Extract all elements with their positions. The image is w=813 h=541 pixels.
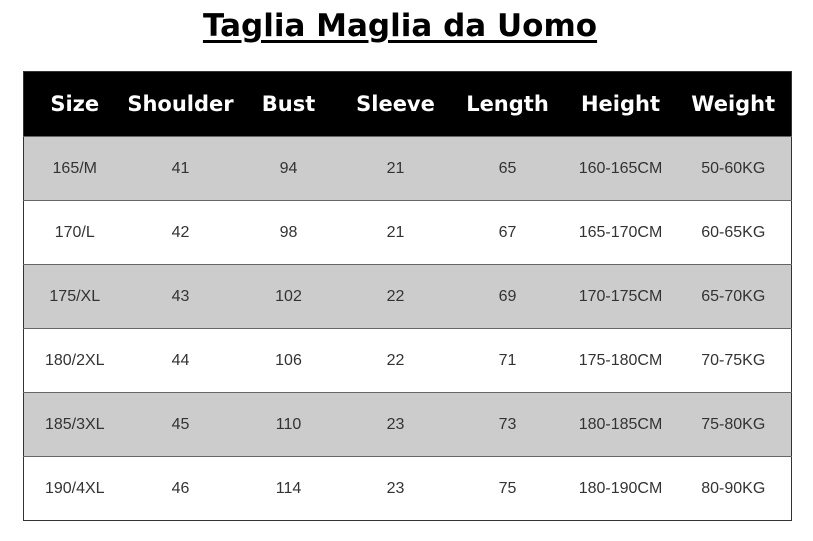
table-cell: 41 [125,136,236,201]
table-cell: 160-165CM [565,136,676,201]
table-cell: 43 [125,264,236,329]
table-cell: 67 [449,200,566,265]
table-cell: 94 [235,136,342,201]
column-header: Height [565,71,676,137]
table-cell: 170/L [23,200,126,265]
table-cell: 175/XL [23,264,126,329]
table-cell: 175-180CM [565,328,676,393]
table-cell: 21 [341,200,450,265]
table-cell: 73 [449,392,566,457]
table-cell: 65-70KG [675,264,792,329]
table-cell: 42 [125,200,236,265]
table-cell: 23 [341,456,450,521]
table-cell: 80-90KG [675,456,792,521]
column-header: Length [449,71,566,137]
table-row: 190/4XL 46 114 23 75 180-190CM 80-90KG [23,456,792,521]
table-cell: 185/3XL [23,392,126,457]
table-cell: 45 [125,392,236,457]
table-cell: 22 [341,328,450,393]
table-cell: 23 [341,392,450,457]
table-cell: 65 [449,136,566,201]
table-cell: 114 [235,456,342,521]
table-row: 185/3XL 45 110 23 73 180-185CM 75-80KG [23,392,792,457]
table-row: 180/2XL 44 106 22 71 175-180CM 70-75KG [23,328,792,393]
table-cell: 165/M [23,136,126,201]
header-row: Size Shoulder Bust Sleeve Length Height Weight [23,71,792,137]
column-header: Size [23,71,126,137]
table-cell: 50-60KG [675,136,792,201]
column-header: Weight [675,71,792,137]
table-cell: 22 [341,264,450,329]
table-cell: 98 [235,200,342,265]
table-cell: 71 [449,328,566,393]
column-header: Sleeve [341,71,450,137]
table-row: 170/L 42 98 21 67 165-170CM 60-65KG [23,200,792,265]
table-cell: 165-170CM [565,200,676,265]
table-cell: 106 [235,328,342,393]
column-header: Shoulder [125,71,236,137]
column-header: Bust [235,71,342,137]
table-cell: 75-80KG [675,392,792,457]
table-cell: 110 [235,392,342,457]
table-row: 165/M 41 94 21 65 160-165CM 50-60KG [23,136,792,201]
title-text: Taglia Maglia da Uomo [202,8,598,44]
table-cell: 75 [449,456,566,521]
table-cell: 102 [235,264,342,329]
table-cell: 170-175CM [565,264,676,329]
table-cell: 44 [125,328,236,393]
table-cell: 21 [341,136,450,201]
table-cell: 70-75KG [675,328,792,393]
table-cell: 190/4XL [23,456,126,521]
table-cell: 69 [449,264,566,329]
table-cell: 180/2XL [23,328,126,393]
table-cell: 180-185CM [565,392,676,457]
size-table: Size Shoulder Bust Sleeve Length Height Weight… [23,71,792,521]
page-title: Taglia Maglia da Uomo [0,8,800,44]
table-cell: 60-65KG [675,200,792,265]
table-cell: 46 [125,456,236,521]
table-cell: 180-190CM [565,456,676,521]
table-row: 175/XL 43 102 22 69 170-175CM 65-70KG [23,264,792,329]
